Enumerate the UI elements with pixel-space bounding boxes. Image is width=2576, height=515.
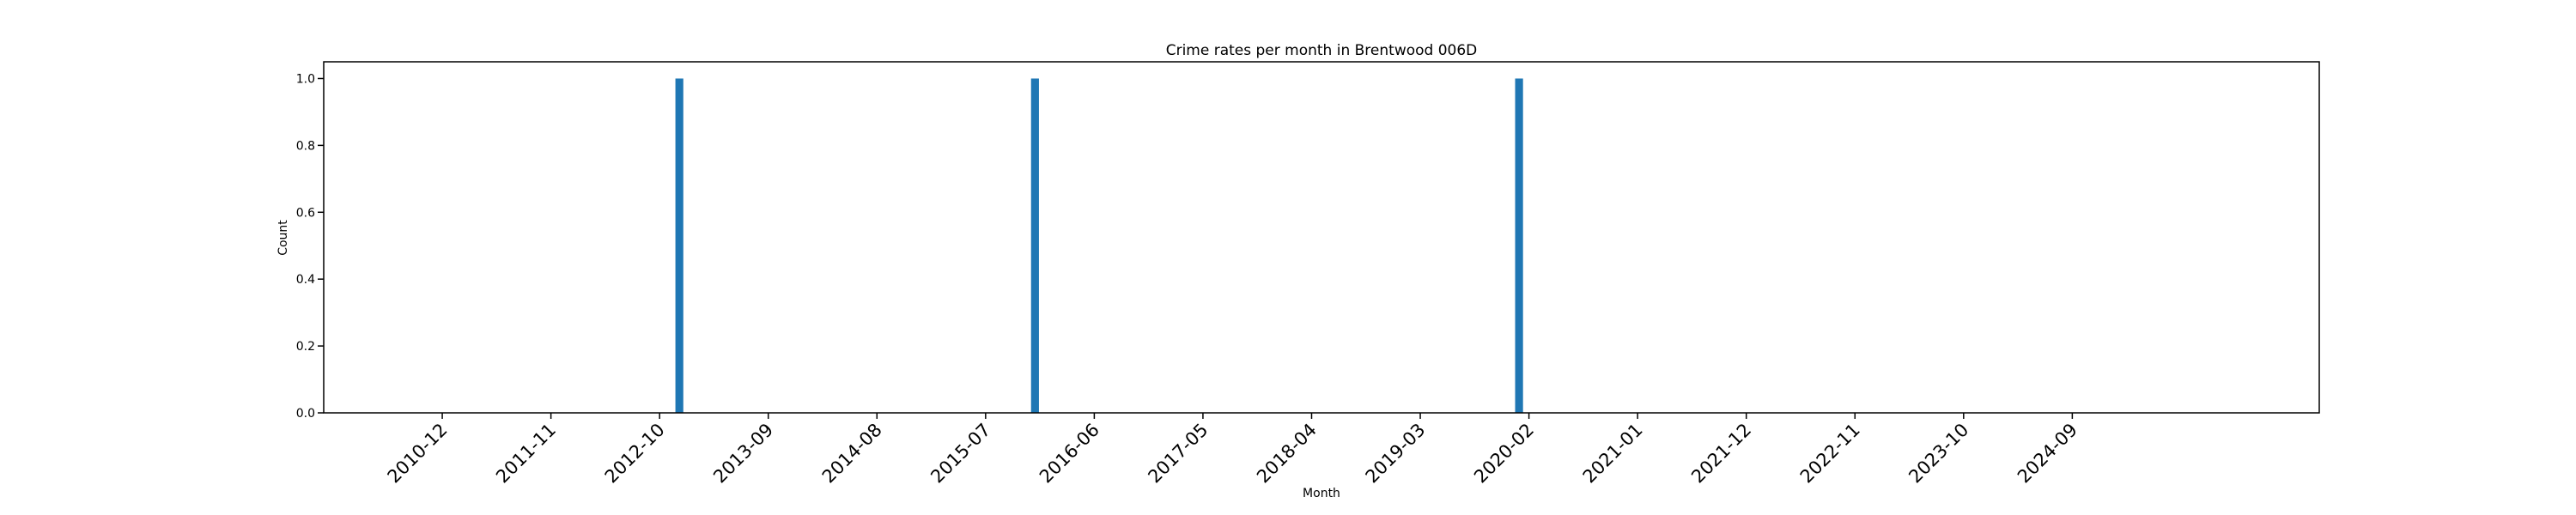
y-tick-label: 0.2 bbox=[296, 340, 315, 354]
x-tick-label: 2016-06 bbox=[1036, 420, 1103, 488]
x-tick-label: 2020-02 bbox=[1470, 420, 1538, 488]
x-tick-label: 2021-01 bbox=[1579, 420, 1647, 488]
chart-title: Crime rates per month in Brentwood 006D bbox=[1166, 42, 1478, 59]
x-tick-label: 2019-03 bbox=[1362, 420, 1430, 488]
y-axis-label: Count bbox=[276, 220, 290, 256]
y-tick-label: 0.6 bbox=[296, 206, 315, 220]
x-tick-label: 2013-09 bbox=[709, 420, 777, 488]
bar bbox=[1030, 78, 1039, 413]
x-tick-label: 2010-12 bbox=[384, 420, 452, 488]
y-tick-label: 0.0 bbox=[296, 407, 315, 421]
x-tick-label: 2014-08 bbox=[818, 420, 886, 488]
y-axis: 0.0 0.2 0.4 0.6 0.8 1.0 bbox=[296, 72, 324, 421]
y-tick-label: 1.0 bbox=[296, 72, 315, 86]
x-tick-label: 2012-10 bbox=[601, 420, 669, 488]
x-axis-label: Month bbox=[1303, 487, 1340, 500]
plot-area-frame bbox=[323, 61, 2320, 414]
bar bbox=[1515, 78, 1523, 413]
x-tick-label: 2011-11 bbox=[492, 420, 560, 488]
x-axis: 2010-12 2011-11 2012-10 2013-09 2014-08 2015-… bbox=[384, 413, 2081, 488]
x-tick-label: 2021-12 bbox=[1687, 420, 1755, 488]
x-tick-label: 2017-05 bbox=[1144, 420, 1212, 488]
y-tick-label: 0.8 bbox=[296, 139, 315, 153]
x-tick-label: 2015-07 bbox=[927, 420, 994, 488]
x-tick-label: 2023-10 bbox=[1905, 420, 1972, 488]
bar bbox=[675, 78, 683, 413]
bars-group bbox=[675, 78, 1523, 413]
x-tick-label: 2022-11 bbox=[1796, 420, 1864, 488]
x-tick-label: 2024-09 bbox=[2014, 420, 2081, 488]
x-tick-label: 2018-04 bbox=[1253, 420, 1321, 488]
y-tick-label: 0.4 bbox=[296, 273, 315, 287]
